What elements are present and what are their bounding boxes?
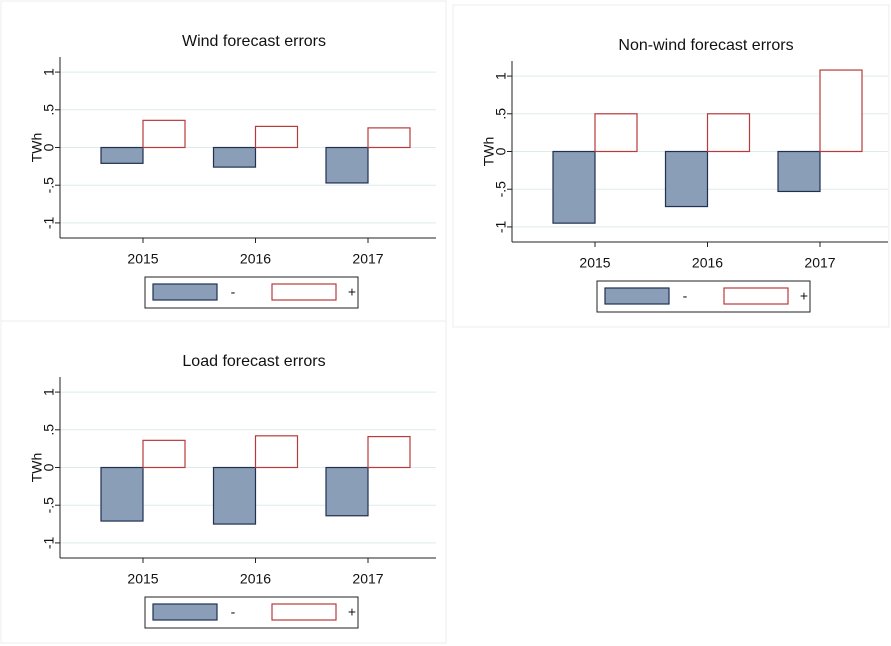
bar [594,113,638,153]
y-tick-label: .5 [41,424,57,436]
bar [212,466,257,525]
legend-swatch [604,287,670,305]
bar [367,127,411,149]
x-tick-label: 2017 [804,255,835,271]
x-tick-label: 2015 [579,255,610,271]
legend-swatch [271,603,337,621]
y-tick-label: 1 [41,68,57,76]
bar [212,146,257,168]
bar [552,150,596,224]
y-axis-label: TWh [29,453,45,483]
legend-swatch [723,287,789,305]
x-tick-label: 2016 [692,255,723,271]
y-tick-label: -.5 [41,177,57,194]
bar [100,146,144,164]
y-tick-label: -1 [493,220,509,233]
legend-label: - [683,288,688,304]
y-tick-label: -.5 [493,181,509,198]
legend-label: + [348,284,356,300]
y-tick-label: .5 [493,108,509,120]
legend-label: + [800,288,808,304]
legend-label: - [231,284,236,300]
legend-swatch [271,283,337,301]
y-tick-label: 0 [41,143,57,151]
x-tick-label: 2015 [127,251,158,267]
legend-label: - [231,604,236,620]
bar [142,439,186,469]
bar [254,125,299,149]
chart-title: Non-wind forecast errors [618,37,793,54]
bar [142,119,186,149]
y-axis-label: TWh [481,137,497,167]
y-tick-label: 1 [493,72,509,80]
bar [325,146,369,184]
bar [367,435,411,469]
bar [664,150,709,208]
y-tick-label: .5 [41,104,57,116]
y-tick-label: -.5 [41,497,57,514]
bar [777,150,821,193]
legend-label: + [348,604,356,620]
x-tick-label: 2017 [352,571,383,587]
x-tick-label: 2015 [127,571,158,587]
x-tick-label: 2017 [352,251,383,267]
y-tick-label: -1 [41,536,57,549]
x-tick-label: 2016 [240,251,271,267]
y-axis-label: TWh [29,133,45,163]
bar [325,466,369,517]
bar [706,113,751,153]
chart-title: Load forecast errors [182,353,325,370]
legend-swatch [152,283,218,301]
chart-title: Wind forecast errors [182,33,326,50]
bar [819,69,863,153]
y-tick-label: 1 [41,388,57,396]
y-tick-label: -1 [41,216,57,229]
bar [100,466,144,522]
y-tick-label: 0 [41,463,57,471]
x-tick-label: 2016 [240,571,271,587]
bar [254,435,299,469]
legend-swatch [152,603,218,621]
y-tick-label: 0 [493,147,509,155]
